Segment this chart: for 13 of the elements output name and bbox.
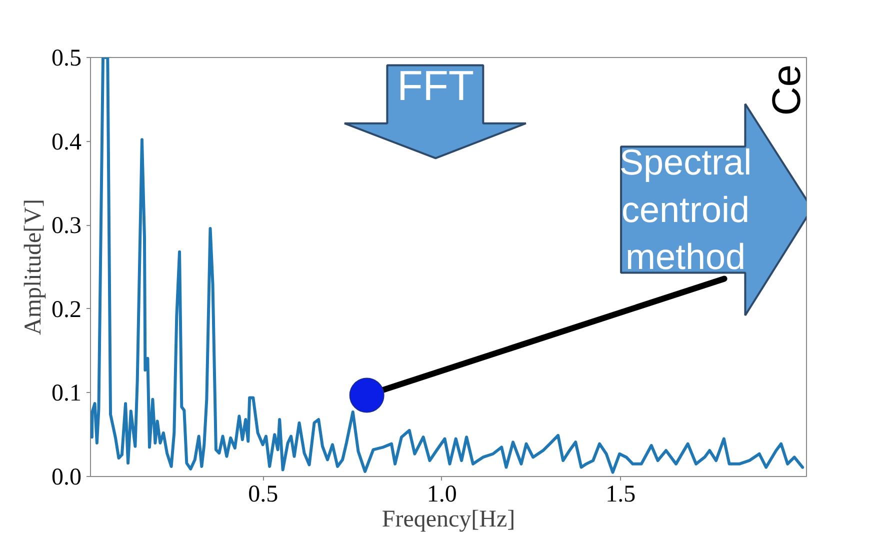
y-tick-label: 0.0 <box>52 464 82 490</box>
annotation: Ce <box>765 64 810 116</box>
y-tick-label: 0.3 <box>52 213 82 240</box>
y-tick-label: 0.2 <box>52 296 82 323</box>
annotation: FFT <box>397 62 474 109</box>
y-tick-label: 0.1 <box>52 380 82 407</box>
x-tick-label: 1.0 <box>426 482 457 508</box>
y-axis-title: Amplitude[V] <box>20 199 46 335</box>
y-tick-label: 0.4 <box>52 129 82 156</box>
y-tick-label: 0.5 <box>52 46 82 72</box>
x-axis-title: Freqency[Hz] <box>382 506 516 532</box>
x-tick-label: 0.5 <box>248 482 278 508</box>
x-tick-label: 1.5 <box>606 482 636 508</box>
